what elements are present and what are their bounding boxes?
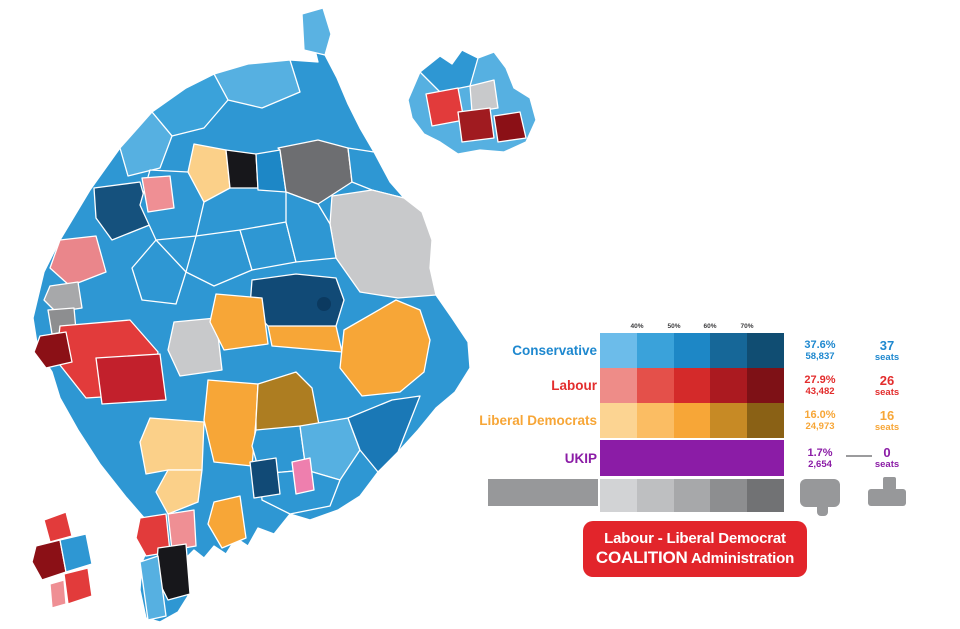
vote-share-swatches-labour <box>600 368 784 403</box>
seat-count: 26 <box>879 372 895 388</box>
color-swatch <box>673 333 711 368</box>
independent-seat-count-block <box>883 477 896 490</box>
legend-row-independent <box>0 479 960 512</box>
coalition-banner-line1: Labour - Liberal Democrat <box>604 530 786 547</box>
vote-count: 43,482 <box>805 386 835 397</box>
vote-pct: 27.9% <box>804 374 836 386</box>
vote-pct: 37.6% <box>804 339 836 351</box>
coalition-banner: Labour - Liberal Democrat COALITION Admi… <box>583 521 807 577</box>
legend-row-conservative: Conservative 37.6% 58,837 37 seats <box>0 333 960 368</box>
vote-share-swatches-ukip <box>600 440 784 476</box>
vote-share-swatches-conservative <box>600 333 784 368</box>
seat-count: 16 <box>879 407 895 423</box>
coalition-banner-line2: COALITION Administration <box>596 548 794 569</box>
independent-vote-stats-block-tail <box>817 505 828 516</box>
color-swatch <box>747 333 784 368</box>
color-swatch <box>636 403 674 438</box>
color-swatch <box>600 403 637 438</box>
party-label-labour: Labour <box>551 378 597 393</box>
vote-pct: 1.7% <box>807 446 833 459</box>
seat-word: seats <box>874 421 900 433</box>
seat-word: seats <box>874 351 900 363</box>
vote-stats-conservative: 37.6% 58,837 <box>790 333 850 368</box>
color-swatch <box>673 403 711 438</box>
band-label: 50% <box>667 323 681 330</box>
color-swatch <box>747 403 784 438</box>
color-swatch <box>636 440 674 476</box>
color-swatch <box>710 479 748 512</box>
party-label-conservative: Conservative <box>512 343 597 358</box>
seat-word: seats <box>874 386 900 398</box>
color-swatch <box>673 440 711 476</box>
color-swatch <box>673 368 711 403</box>
seat-count: 0 <box>883 445 891 460</box>
color-swatch <box>710 440 748 476</box>
color-swatch <box>747 479 784 512</box>
vote-count: 24,973 <box>805 421 835 432</box>
color-swatch <box>636 479 674 512</box>
vote-stats-liberal-democrats: 16.0% 24,973 <box>790 403 850 438</box>
color-swatch <box>600 333 637 368</box>
color-swatch <box>636 368 674 403</box>
independent-vote-stats-block <box>800 479 840 507</box>
independent-label-block <box>488 479 598 506</box>
band-label: 60% <box>703 323 717 330</box>
seat-stats-conservative: 37 seats <box>860 333 914 368</box>
legend-row-liberal-democrats: Liberal Democrats 16.0% 24,973 16 seats <box>0 403 960 438</box>
color-swatch <box>600 479 637 512</box>
vote-stats-labour: 27.9% 43,482 <box>790 368 850 403</box>
vote-pct: 16.0% <box>804 409 836 421</box>
color-swatch <box>600 440 637 476</box>
vote-share-band-labels: 40% 50% 60% 70% <box>600 323 784 333</box>
seat-stats-labour: 26 seats <box>860 368 914 403</box>
ukip-zero-seats-callout-line <box>846 455 872 457</box>
vote-count: 58,837 <box>805 351 835 362</box>
vote-share-swatches-liberal-democrats <box>600 403 784 438</box>
color-swatch <box>600 368 637 403</box>
color-swatch <box>747 440 784 476</box>
map-inset-southwest <box>31 511 93 609</box>
color-swatch <box>710 368 748 403</box>
coalition-word: COALITION <box>595 548 688 567</box>
party-label-liberal-democrats: Liberal Democrats <box>479 413 597 428</box>
legend-row-labour: Labour 27.9% 43,482 26 seats <box>0 368 960 403</box>
band-label: 40% <box>630 323 644 330</box>
color-swatch <box>636 333 674 368</box>
seat-count: 37 <box>879 337 895 353</box>
color-swatch <box>710 403 748 438</box>
seat-stats-ukip: 0 seats <box>860 440 914 476</box>
map-inset-north <box>407 49 537 155</box>
color-swatch <box>710 333 748 368</box>
vote-share-swatches-independent <box>600 479 784 512</box>
vote-stats-ukip: 1.7% 2,654 <box>790 440 850 476</box>
independent-seat-word-block <box>868 489 906 506</box>
color-swatch <box>673 479 711 512</box>
map-mainland <box>32 7 471 623</box>
administration-word: Administration <box>687 550 795 567</box>
seat-word: seats <box>874 459 900 470</box>
band-label: 70% <box>740 323 754 330</box>
legend-row-ukip: UKIP 1.7% 2,654 0 seats <box>0 440 960 476</box>
vote-count: 2,654 <box>808 458 832 470</box>
color-swatch <box>747 368 784 403</box>
seat-stats-liberal-democrats: 16 seats <box>860 403 914 438</box>
party-label-ukip: UKIP <box>564 450 597 466</box>
